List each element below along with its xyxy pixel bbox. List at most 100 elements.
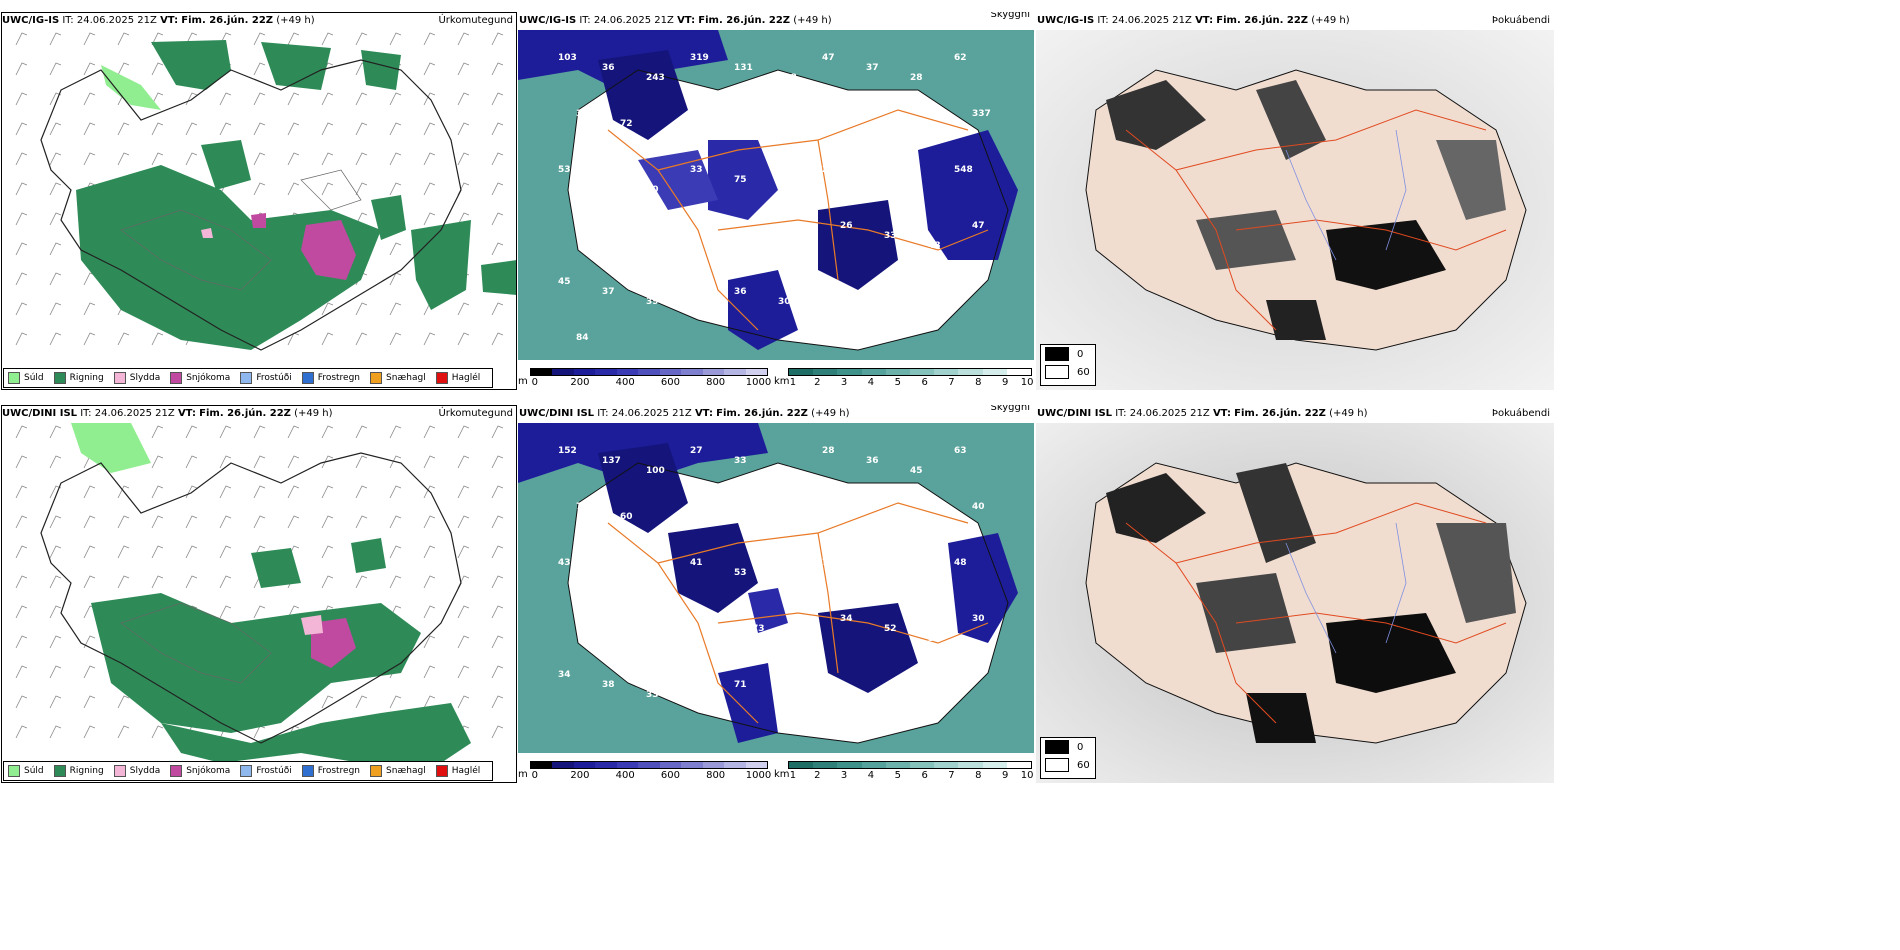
legend-item: Súld (8, 372, 44, 384)
ceiling-colorbar-strip (530, 761, 768, 769)
panel-header: UWC/IG-IS IT: 24.06.2025 21Z VT: Fim. 26… (518, 12, 1034, 30)
ceiling-value-label: 33 (646, 690, 659, 700)
precip-legend: Súld Rigning Slydda Snjókoma Frostúði Fr… (3, 761, 494, 781)
ceiling-colorbar: m 0 200 400 600 800 1000 (518, 761, 771, 783)
ceiling-value-label: 64 (620, 624, 633, 634)
ceiling-value-label: 74 (796, 634, 809, 644)
ceiling-value-label: 34 (576, 109, 589, 119)
ceiling-value-label: 138 (778, 73, 797, 83)
ceiling-value-label: 61 (910, 185, 923, 195)
ceiling-value-label: 73 (752, 624, 765, 634)
ceiling-value-label: 26 (840, 221, 853, 231)
ceiling-value-label: 48 (910, 578, 923, 588)
legend-item: Snæhagl (370, 765, 426, 777)
ceiling-value-label: 65 (840, 502, 853, 512)
ceiling-value-label: 37 (602, 287, 615, 297)
ceiling-value-label: 137 (884, 119, 903, 129)
ceiling-value-label: 161 (708, 614, 727, 624)
legend-item: Rigning (53, 765, 104, 777)
panel-header: UWC/IG-IS IT: 24.06.2025 21Z VT: Fim. 26… (1, 12, 517, 30)
ceiling-map: 103 36 243 319 131 138 47 37 28 62 34 72 76 70 192 62 75… (518, 30, 1034, 360)
ceiling-value-label: 81 (752, 512, 765, 522)
ceiling-value-label: 337 (972, 109, 991, 119)
ceiling-value-label: 83 (866, 175, 879, 185)
ceiling-value-label: 327 (954, 277, 973, 287)
panel-title: Þokuábendi (1491, 15, 1550, 26)
ceiling-value-label: 33 (884, 231, 897, 241)
precip-type-panel-top: UWC/IG-IS IT: 24.06.2025 21Z VT: Fim. 26… (1, 12, 517, 390)
legend-item: Frostregn (301, 372, 360, 384)
ceiling-map: 152 137 100 27 33 35 28 36 45 63 72 60 50 57 81 68 65 75 6… (518, 423, 1034, 753)
ceiling-value-label: 50 (664, 522, 677, 532)
legend-item: Haglél (435, 765, 480, 777)
ceiling-colorbar-strip (530, 368, 768, 376)
ceiling-value-label: 33 (690, 165, 703, 175)
ceiling-value-label: 38 (602, 680, 615, 690)
panel-header: UWC/DINI ISL IT: 24.06.2025 21Z VT: Fim.… (518, 405, 1034, 423)
ceiling-colorbar: m 0 200 400 600 800 1000 (518, 368, 771, 390)
panel-title: Úrkomutegund (438, 408, 513, 419)
ceiling-value-label: 48 (928, 241, 941, 251)
ceiling-value-label: 131 (734, 63, 753, 73)
fog-map (1036, 30, 1554, 390)
ceiling-value-label: 83 (928, 129, 941, 139)
ceiling-value-label: 72 (576, 502, 589, 512)
legend-item: Snæhagl (370, 372, 426, 384)
ceiling-value-label: 103 (558, 53, 577, 63)
ceiling-value-label: 34 (558, 670, 571, 680)
visibility-colorbar: km 1 2 3 4 5 6 7 8 9 10 (774, 761, 1033, 783)
panel-header: UWC/DINI ISL IT: 24.06.2025 21Z VT: Fim.… (1, 405, 517, 423)
ceiling-visibility-panel-top: UWC/IG-IS IT: 24.06.2025 21Z VT: Fim. 26… (518, 12, 1034, 390)
panel-header: UWC/IG-IS IT: 24.06.2025 21Z VT: Fim. 26… (1036, 12, 1554, 30)
ceiling-value-label: 54 (602, 175, 615, 185)
ceiling-value-label: 70 (708, 109, 721, 119)
ceiling-value-label: 93 (778, 185, 791, 195)
ceiling-value-label: 73 (822, 558, 835, 568)
legend-item: Frostúði (240, 765, 292, 777)
ceiling-value-label: 28 (910, 73, 923, 83)
fog-indicator-panel-top: UWC/IG-IS IT: 24.06.2025 21Z VT: Fim. 26… (1036, 12, 1554, 390)
ceiling-value-label: 100 (646, 466, 665, 476)
ceiling-value-label: 30 (928, 634, 941, 644)
precip-map (15, 32, 517, 351)
ceiling-value-label: 315 (910, 297, 929, 307)
ceiling-value-label: 84 (576, 333, 589, 343)
visibility-colorbar-strip (788, 368, 1032, 376)
ceiling-value-label: 28 (822, 446, 835, 456)
ceiling-value-label: 81 (602, 568, 615, 578)
precip-legend: Súld Rigning Slydda Snjókoma Frostúði Fr… (3, 368, 494, 388)
ceiling-value-label: 75 (840, 109, 853, 119)
ceiling-value-label: 41 (690, 558, 703, 568)
precip-type-panel-bottom: UWC/DINI ISL IT: 24.06.2025 21Z VT: Fim.… (1, 405, 517, 783)
ceiling-value-label: 38 (708, 221, 721, 231)
visibility-colorbar-strip (788, 761, 1032, 769)
ceiling-value-label: 45 (646, 578, 659, 588)
ceiling-value-label: 70 (646, 185, 659, 195)
ceiling-value-label: 50 (576, 614, 589, 624)
ceiling-value-label: 68 (796, 522, 809, 532)
ceiling-value-label: 83 (620, 231, 633, 241)
legend-item: Frostúði (240, 372, 292, 384)
ceiling-value-label: 548 (954, 165, 973, 175)
ceiling-value-label: 36 (734, 287, 747, 297)
ceiling-value-label: 30 (972, 614, 985, 624)
ceiling-value-label: 137 (778, 690, 797, 700)
ceiling-value-label: 75 (734, 175, 747, 185)
ceiling-value-label: 52 (884, 624, 897, 634)
ceiling-value-label: 45 (558, 277, 571, 287)
panel-title: Úrkomutegund (438, 15, 513, 26)
fog-indicator-panel-bottom: UWC/DINI ISL IT: 24.06.2025 21Z VT: Fim.… (1036, 405, 1554, 783)
ceiling-value-label: 53 (734, 568, 747, 578)
ceiling-value-label: 145 (576, 221, 595, 231)
ceiling-value-label: 62 (954, 53, 967, 63)
ceiling-value-label: 75 (884, 512, 897, 522)
ceiling-value-label: 60 (620, 512, 633, 522)
ceiling-value-label: 412 (664, 241, 683, 251)
panel-title: Skyggni (990, 12, 1030, 20)
ceiling-value-label: 67 (928, 522, 941, 532)
ceiling-value-label: 319 (690, 53, 709, 63)
ceiling-value-label: 260 (822, 165, 841, 175)
ceiling-value-label: 76 (664, 129, 677, 139)
ceiling-value-label: 43 (558, 558, 571, 568)
legend-item: Slydda (113, 372, 160, 384)
